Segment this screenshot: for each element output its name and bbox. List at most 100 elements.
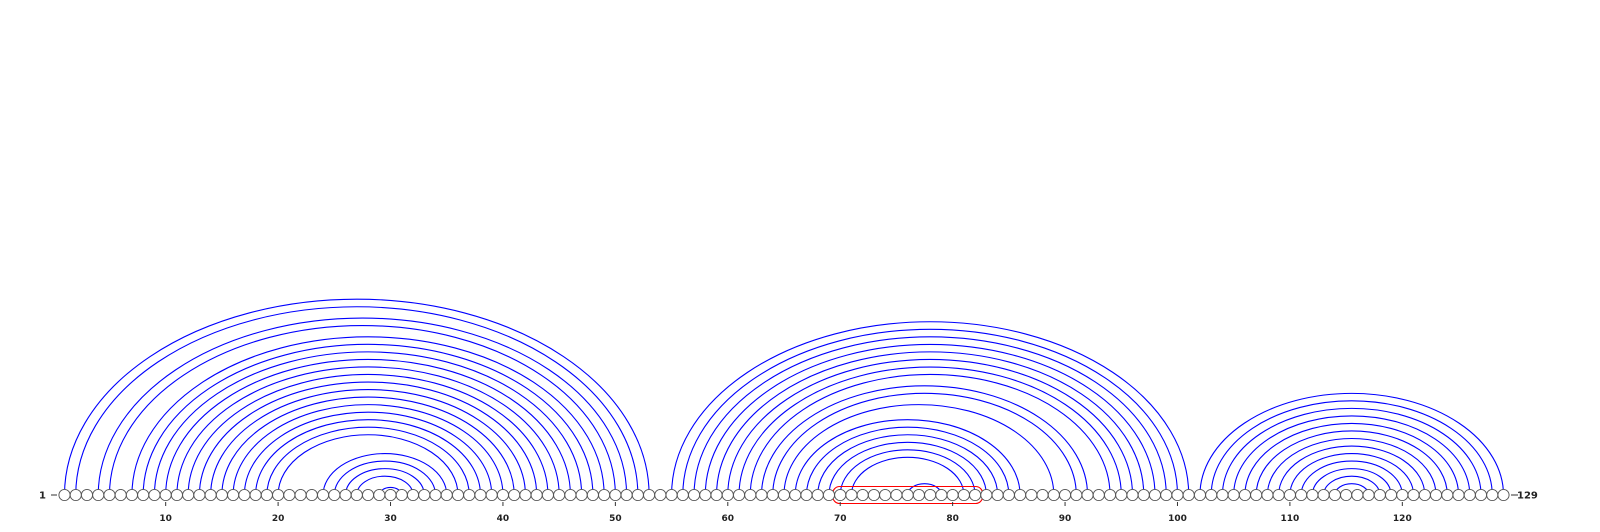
base-pair-arc (1222, 408, 1481, 495)
nucleotide-circle (688, 489, 699, 500)
axis-tick-label: 120 (1393, 514, 1412, 524)
base-pair-arc (334, 461, 435, 495)
axis-tick-label: 100 (1168, 514, 1187, 524)
nucleotide-circle (880, 489, 891, 500)
nucleotide-circle (306, 489, 317, 500)
nucleotide-circle (1138, 489, 1149, 500)
nucleotide-circle (823, 489, 834, 500)
nucleotide-circle (790, 489, 801, 500)
nucleotide-circle (1318, 489, 1329, 500)
nucleotide-circle (1104, 489, 1115, 500)
base-pair-arc (244, 412, 491, 495)
nucleotide-circle (992, 489, 1003, 500)
nucleotide-circle (891, 489, 902, 500)
nucleotide-circle (621, 489, 632, 500)
nucleotide-circle (93, 489, 104, 500)
nucleotide-circle (183, 489, 194, 500)
axis-tick-label: 50 (609, 514, 622, 524)
nucleotide-circle (329, 489, 340, 500)
nucleotide-circle (509, 489, 520, 500)
nucleotide-circle (81, 489, 92, 500)
nucleotide-circle (1194, 489, 1205, 500)
nucleotide-circle (733, 489, 744, 500)
nucleotide-circle (767, 489, 778, 500)
nucleotide-circle (722, 489, 733, 500)
axis-tick-label: 70 (834, 514, 847, 524)
nucleotide-circle (1464, 489, 1475, 500)
base-pair-arc (177, 367, 559, 495)
nucleotide-circle (1363, 489, 1374, 500)
nucleotide-circle (587, 489, 598, 500)
base-pair-arc (750, 374, 1110, 495)
nucleotide-circle (711, 489, 722, 500)
nucleotide-circle (868, 489, 879, 500)
nucleotide-circle (138, 489, 149, 500)
nucleotide-circle (1003, 489, 1014, 500)
nucleotide-circle (610, 489, 621, 500)
nucleotide-circle (441, 489, 452, 500)
nucleotide-circle (1442, 489, 1453, 500)
nucleotide-circle (835, 489, 846, 500)
nucleotide-circle (599, 489, 610, 500)
nucleotide-circle (801, 489, 812, 500)
nucleotide-circle (486, 489, 497, 500)
nucleotide-circle (857, 489, 868, 500)
nucleotide-circle (475, 489, 486, 500)
nucleotide-circle (812, 489, 823, 500)
nucleotide-circle (745, 489, 756, 500)
base-pair-arc (717, 352, 1144, 495)
nucleotide-circle (1284, 489, 1295, 500)
nucleotide-circle (419, 489, 430, 500)
nucleotide-circle (1251, 489, 1262, 500)
base-pair-arc (728, 359, 1133, 495)
nucleotide-circle (171, 489, 182, 500)
nucleotide-circle (317, 489, 328, 500)
nucleotide-circle (497, 489, 508, 500)
nucleotide-circle (1149, 489, 1160, 500)
nucleotide-circle (981, 489, 992, 500)
nucleotide-circle (1262, 489, 1273, 500)
nucleotide-circle (216, 489, 227, 500)
nucleotide-circle (1307, 489, 1318, 500)
nucleotide-circle (160, 489, 171, 500)
nucleotide-circle (362, 489, 373, 500)
nucleotide-circle (925, 489, 936, 500)
nucleotide-circle (1430, 489, 1441, 500)
nucleotide-circle (205, 489, 216, 500)
nucleotide-circle (970, 489, 981, 500)
nucleotide-circle (677, 489, 688, 500)
nucleotide-circle (666, 489, 677, 500)
nucleotide-circle (1273, 489, 1284, 500)
base-pair-arc (154, 352, 581, 495)
nucleotide-circle (149, 489, 160, 500)
nucleotide-circle (407, 489, 418, 500)
nucleotide-circle (565, 489, 576, 500)
nucleotide-circle (554, 489, 565, 500)
nucleotide-circle (239, 489, 250, 500)
nucleotide-circle (1228, 489, 1239, 500)
nucleotide-circle (531, 489, 542, 500)
base-pair-arc (683, 329, 1178, 495)
nucleotide-circle (1037, 489, 1048, 500)
base-pair-arc (672, 322, 1189, 495)
nucleotide-circle (1127, 489, 1138, 500)
nucleotide-circle (542, 489, 553, 500)
nucleotide-circle (756, 489, 767, 500)
nucleotide-circle (1206, 489, 1217, 500)
nucleotide-circle (104, 489, 115, 500)
nucleotide-circle (70, 489, 81, 500)
base-pair-arc (267, 427, 469, 495)
nucleotide-circle (778, 489, 789, 500)
base-pair-arc (1301, 461, 1402, 495)
nucleotide-circle (340, 489, 351, 500)
nucleotide-circle (655, 489, 666, 500)
nucleotide-circle (1475, 489, 1486, 500)
nucleotide-circle (261, 489, 272, 500)
nucleotide-circle (1116, 489, 1127, 500)
axis-tick-label: 40 (497, 514, 510, 524)
nucleotide-circle (115, 489, 126, 500)
nucleotide-backbone (59, 489, 1509, 500)
nucleotide-circle (1059, 489, 1070, 500)
nucleotide-circle (194, 489, 205, 500)
nucleotide-circle (520, 489, 531, 500)
